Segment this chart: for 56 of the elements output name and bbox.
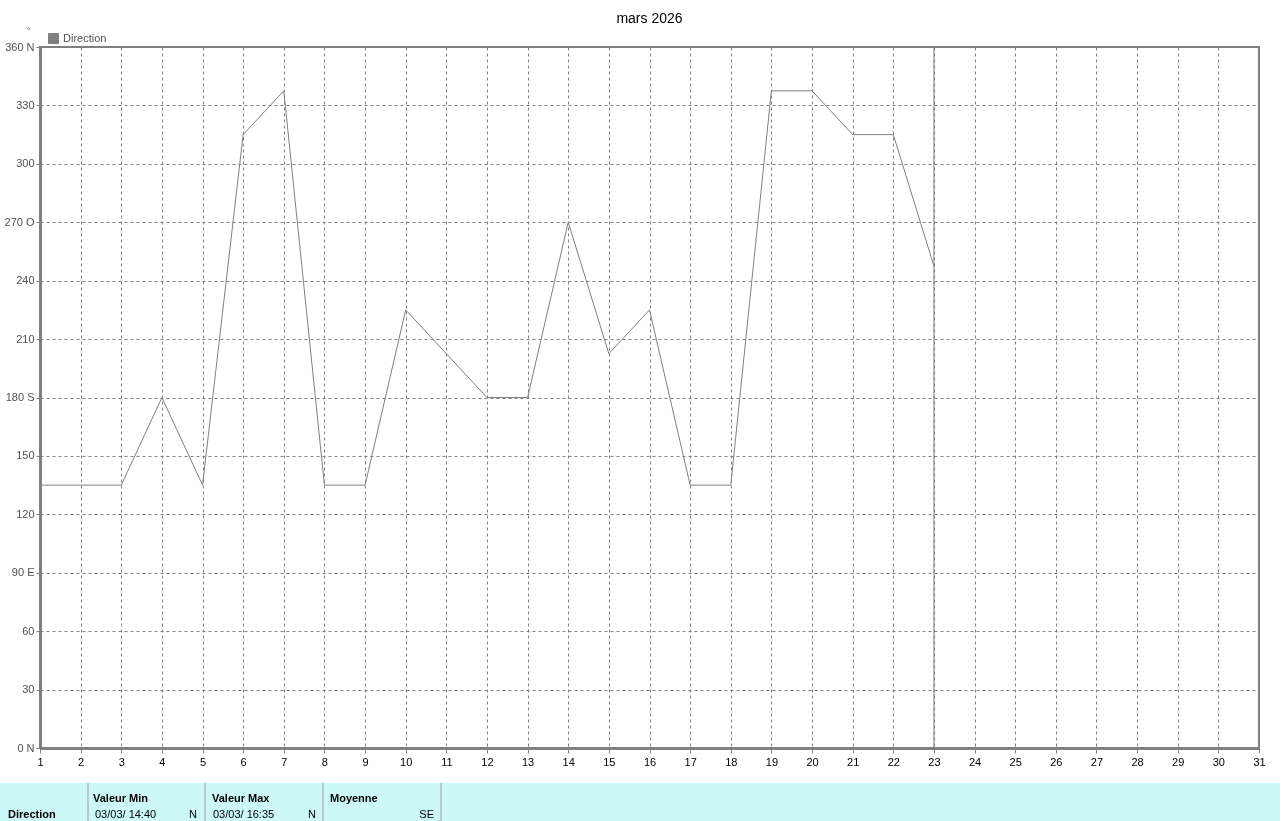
x-tick-label: 18	[725, 755, 738, 768]
text: Valeur Min	[93, 792, 149, 804]
x-tick-label: 2	[78, 755, 85, 768]
x-tick-label: 16	[643, 755, 657, 768]
x-tick-label: 12	[481, 755, 494, 768]
text: 03/03/ 16:35	[213, 808, 275, 820]
y-tick-label: 210	[16, 332, 35, 345]
x-tick-label: 10	[400, 755, 413, 768]
x-tick-label: 19	[765, 755, 779, 768]
y-tick-label: 120	[16, 507, 35, 520]
text: SE	[419, 808, 434, 820]
x-tick-label: 15	[603, 755, 616, 768]
x-tick-label: 6	[240, 755, 247, 768]
x-tick-label: 27	[1090, 755, 1104, 768]
x-tick-label: 8	[321, 755, 328, 768]
x-tick-label: 23	[928, 755, 941, 768]
y-tick-label: 150	[16, 449, 35, 462]
y-tick-label: 90 E	[11, 566, 35, 579]
x-tick-label: 25	[1009, 755, 1022, 768]
y-tick-label: 360 N	[5, 40, 35, 53]
x-tick-label: 21	[847, 755, 860, 768]
y-tick-label: 240	[16, 274, 35, 287]
x-tick-label: 11	[441, 755, 453, 768]
y-tick-label: 0 N	[17, 741, 35, 754]
x-tick-label: 31	[1253, 755, 1266, 768]
y-tick-label: 270 O	[4, 215, 35, 228]
x-tick-label: 14	[562, 755, 575, 768]
text: Direction	[8, 808, 56, 820]
x-tick-label: 9	[362, 755, 369, 768]
y-tick-label: 330	[16, 98, 35, 111]
y-axis-title: °	[26, 25, 31, 36]
text: N	[189, 808, 198, 820]
text: Valeur Max	[212, 792, 271, 804]
x-tick-label: 1	[37, 755, 44, 768]
x-tick-label: 13	[521, 755, 535, 768]
chart-title: mars 2026	[616, 10, 683, 26]
x-tick-label: 7	[281, 755, 288, 768]
text: 03/03/ 14:40	[95, 808, 157, 820]
x-tick-label: 24	[968, 755, 982, 768]
x-tick-label: 30	[1212, 755, 1225, 768]
x-tick-label: 29	[1172, 755, 1185, 768]
y-tick-label: 60	[22, 624, 35, 637]
text: Moyenne	[330, 792, 378, 804]
x-tick-label: 3	[118, 755, 125, 768]
x-tick-label: 5	[199, 755, 207, 768]
x-tick-label: 4	[159, 755, 166, 768]
x-tick-label: 22	[887, 755, 900, 768]
text: N	[308, 808, 317, 820]
legend-label: Direction	[63, 31, 107, 44]
x-tick-label: 28	[1131, 755, 1144, 768]
x-tick-label: 17	[684, 755, 697, 768]
y-tick-label: 180 S	[5, 391, 35, 403]
x-tick-label: 20	[806, 755, 819, 768]
x-tick-label: 26	[1050, 755, 1063, 768]
y-tick-label: 30	[22, 683, 35, 696]
y-tick-label: 300	[16, 157, 35, 170]
